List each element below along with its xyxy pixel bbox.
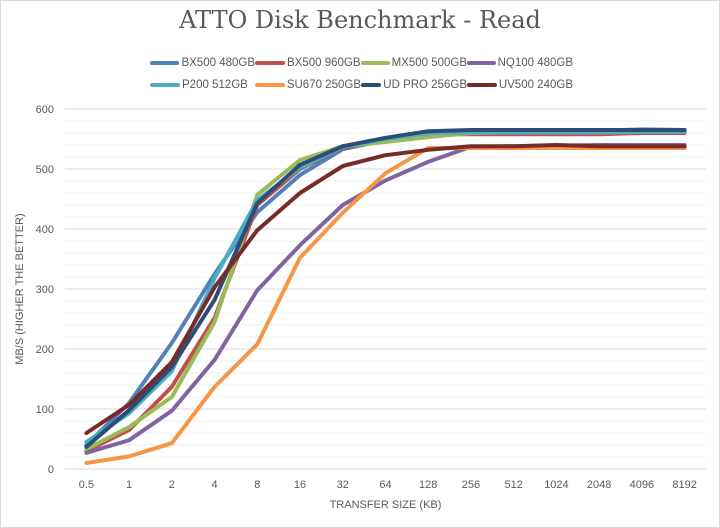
- series-line-su670-250gb[interactable]: [84, 146, 687, 465]
- legend-item-nq100-480[interactable]: NQ100 480GB: [467, 57, 573, 69]
- y-tick-label: 500: [36, 164, 54, 176]
- legend-swatch: [467, 83, 497, 87]
- legend: BX500 480GB BX500 960GB MX500 500GB NQ10…: [150, 52, 610, 96]
- legend-row-2: P200 512GB SU670 250GB UD PRO 256GB UV50…: [150, 74, 610, 96]
- x-tick-label: 2: [169, 479, 175, 491]
- x-tick-label: 4: [212, 479, 218, 491]
- x-tick-label: 512: [505, 479, 523, 491]
- legend-swatch: [361, 61, 390, 65]
- legend-swatch: [150, 83, 180, 87]
- y-tick-label: 300: [36, 284, 54, 296]
- y-axis-ticks: 0 100 200 300 400 500 600: [36, 104, 54, 476]
- legend-row-1: BX500 480GB BX500 960GB MX500 500GB NQ10…: [150, 52, 610, 74]
- legend-item-uv500-240[interactable]: UV500 240GB: [467, 79, 573, 91]
- legend-item-su670-250[interactable]: SU670 250GB: [255, 79, 361, 91]
- series-lines: [84, 127, 687, 465]
- y-tick-label: 400: [36, 224, 54, 236]
- legend-label: NQ100 480GB: [497, 57, 573, 69]
- x-axis-ticks: 0.5 1 2 4 8 16 32 64 128 256 512 1024 2048 4096 8192: [79, 479, 697, 491]
- y-tick-label: 600: [36, 104, 54, 116]
- legend-item-p200-512[interactable]: P200 512GB: [150, 79, 255, 91]
- y-axis-label: MB/S (HIGHER THE BETTER): [14, 213, 26, 364]
- x-tick-label: 2048: [587, 479, 611, 491]
- x-tick-label: 1: [126, 479, 132, 491]
- legend-label: BX500 960GB: [287, 57, 361, 69]
- legend-swatch: [255, 61, 285, 65]
- legend-label: P200 512GB: [182, 79, 248, 91]
- legend-label: UV500 240GB: [498, 79, 573, 91]
- x-tick-label: 16: [294, 479, 306, 491]
- y-tick-label: 0: [48, 464, 54, 476]
- legend-item-bx500-960[interactable]: BX500 960GB: [255, 57, 361, 69]
- legend-swatch: [150, 61, 180, 65]
- legend-label: MX500 500GB: [391, 57, 467, 69]
- x-tick-label: 8192: [672, 479, 696, 491]
- legend-item-udpro-256[interactable]: UD PRO 256GB: [361, 79, 467, 91]
- x-tick-label: 32: [337, 479, 349, 491]
- legend-item-mx500-500[interactable]: MX500 500GB: [361, 57, 467, 69]
- x-tick-label: 4096: [630, 479, 654, 491]
- series-line-bx500-480gb[interactable]: [84, 127, 687, 447]
- x-tick-label: 1024: [544, 479, 568, 491]
- legend-swatch: [361, 83, 382, 87]
- x-axis-label: TRANSFER SIZE (KB): [330, 499, 442, 511]
- y-tick-label: 200: [36, 344, 54, 356]
- legend-label: BX500 480GB: [181, 57, 255, 69]
- chart-title: ATTO Disk Benchmark - Read: [179, 6, 541, 34]
- x-tick-label: 128: [419, 479, 437, 491]
- legend-item-bx500-480[interactable]: BX500 480GB: [150, 57, 255, 69]
- series-line-ud-pro-256gb[interactable]: [84, 128, 687, 449]
- x-tick-label: 256: [462, 479, 480, 491]
- legend-label: UD PRO 256GB: [383, 79, 467, 91]
- x-tick-label: 8: [254, 479, 260, 491]
- x-tick-label: 64: [379, 479, 391, 491]
- legend-swatch: [467, 61, 496, 65]
- gridlines: [65, 108, 706, 470]
- legend-swatch: [255, 83, 285, 87]
- y-tick-label: 100: [36, 404, 54, 416]
- series-line-uv500-240gb[interactable]: [84, 143, 687, 435]
- legend-label: SU670 250GB: [286, 79, 361, 91]
- x-tick-label: 0.5: [79, 479, 94, 491]
- series-line-nq100-480gb[interactable]: [84, 143, 687, 455]
